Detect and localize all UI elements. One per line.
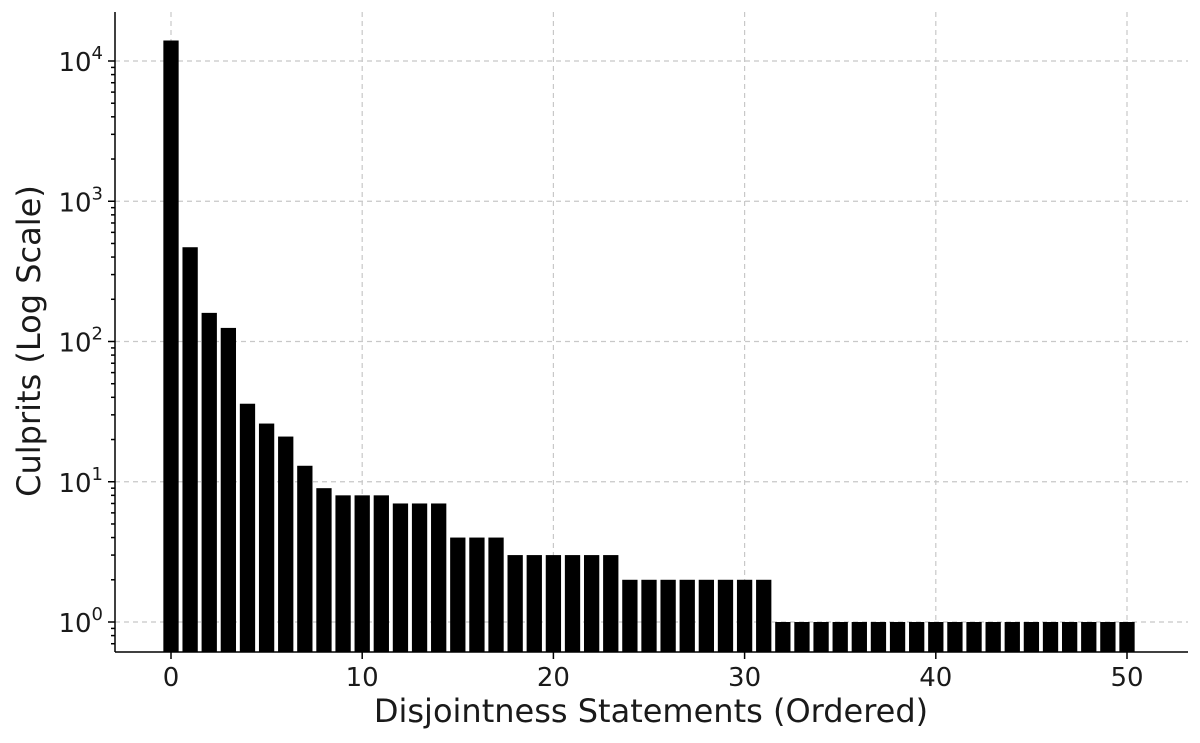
bar	[258, 423, 275, 652]
x-tick-label: 50	[1110, 663, 1143, 693]
bar	[1042, 622, 1059, 652]
bar	[431, 503, 447, 652]
bar	[679, 579, 695, 652]
x-tick-label: 30	[728, 663, 761, 693]
x-tick-label: 10	[346, 663, 379, 693]
bars	[163, 40, 1135, 652]
bar	[1004, 622, 1020, 652]
bar	[220, 327, 237, 652]
bar	[297, 465, 313, 652]
y-tick-label: 101	[58, 464, 103, 499]
y-tick-label: 104	[58, 43, 103, 78]
bar	[392, 503, 409, 652]
bar	[507, 555, 523, 652]
bar	[201, 312, 217, 652]
bar	[316, 488, 332, 652]
bar	[1061, 622, 1078, 652]
y-tick-label: 103	[58, 183, 103, 218]
x-axis-title: Disjointness Statements (Ordered)	[374, 692, 928, 730]
bar	[182, 247, 198, 652]
bar	[354, 495, 370, 652]
bar	[469, 537, 485, 652]
bar	[756, 579, 772, 652]
bar	[622, 579, 638, 652]
x-tick-label: 0	[163, 663, 180, 693]
y-tick-base: 10	[58, 188, 91, 218]
bar	[870, 622, 887, 652]
bar	[909, 622, 925, 652]
bar	[794, 622, 810, 652]
bar	[526, 555, 542, 652]
bar	[889, 622, 906, 652]
y-tick-base: 10	[58, 609, 91, 639]
bar	[736, 579, 753, 652]
bar	[966, 622, 982, 652]
bar	[947, 622, 963, 652]
y-tick-label: 100	[58, 604, 103, 639]
bar	[775, 622, 791, 652]
bar	[545, 555, 562, 652]
y-tick-base: 10	[58, 469, 91, 499]
bar	[832, 622, 848, 652]
bar	[278, 436, 294, 652]
bar	[163, 40, 179, 652]
y-tick-exponent: 1	[92, 464, 103, 485]
bar	[1023, 622, 1040, 652]
bar	[813, 622, 829, 652]
bar	[603, 555, 619, 652]
x-tick-label: 20	[537, 663, 570, 693]
y-tick-base: 10	[58, 48, 91, 78]
y-tick-exponent: 0	[92, 604, 103, 625]
y-tick-label: 102	[58, 324, 103, 359]
bar	[583, 555, 600, 652]
y-tick-exponent: 2	[92, 324, 103, 345]
y-tick-base: 10	[58, 329, 91, 359]
bar	[1081, 622, 1097, 652]
bar	[1100, 622, 1116, 652]
bar	[851, 622, 867, 652]
bar	[985, 622, 1001, 652]
x-tick-label: 40	[919, 663, 952, 693]
grid-lines	[115, 12, 1188, 652]
bar	[698, 579, 715, 652]
bar	[660, 579, 676, 652]
y-tick-exponent: 3	[92, 183, 103, 204]
axes	[114, 12, 1188, 653]
bar	[1119, 622, 1135, 652]
bar	[488, 537, 504, 652]
bar	[450, 537, 466, 652]
bar	[641, 579, 657, 652]
bar	[335, 495, 351, 652]
y-axis-title: Culprits (Log Scale)	[10, 185, 48, 497]
y-tick-exponent: 4	[92, 43, 103, 64]
bar	[373, 495, 389, 652]
bar	[928, 622, 944, 652]
bar	[411, 503, 428, 652]
bar	[564, 555, 581, 652]
bar	[717, 579, 734, 652]
bar	[239, 403, 256, 652]
